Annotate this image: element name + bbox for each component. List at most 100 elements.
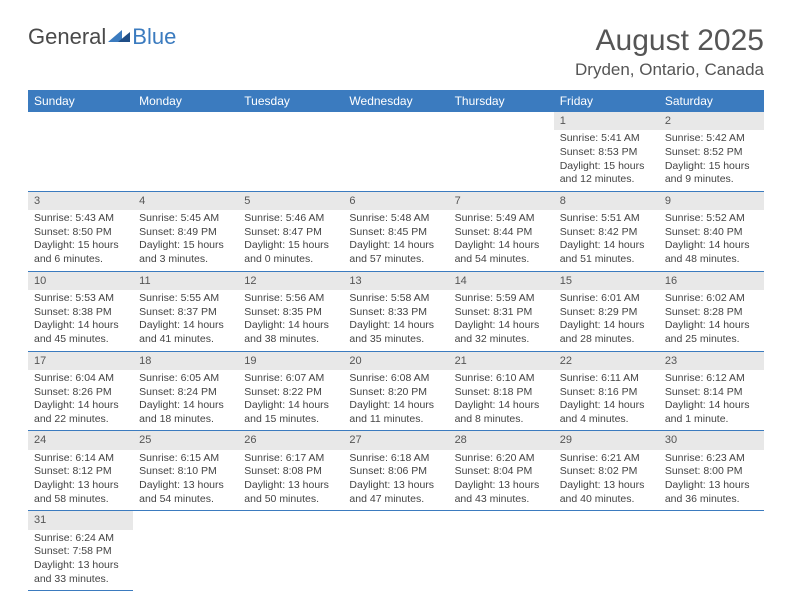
daylight-text: Daylight: 14 hours and 4 minutes. — [560, 399, 653, 426]
day-number: 19 — [238, 352, 343, 370]
sunset-text: Sunset: 8:12 PM — [34, 465, 127, 479]
day-body: Sunrise: 6:11 AMSunset: 8:16 PMDaylight:… — [554, 370, 659, 431]
sunrise-text: Sunrise: 6:20 AM — [455, 452, 548, 466]
sunset-text: Sunset: 8:33 PM — [349, 306, 442, 320]
sunset-text: Sunset: 7:58 PM — [34, 545, 127, 559]
header: General Blue August 2025 Dryden, Ontario… — [28, 24, 764, 80]
sunset-text: Sunset: 8:38 PM — [34, 306, 127, 320]
day-number: 1 — [554, 112, 659, 130]
day-body: Sunrise: 6:15 AMSunset: 8:10 PMDaylight:… — [133, 450, 238, 511]
calendar-cell: 28Sunrise: 6:20 AMSunset: 8:04 PMDayligh… — [449, 431, 554, 511]
daylight-text: Daylight: 14 hours and 25 minutes. — [665, 319, 758, 346]
calendar-cell: 3Sunrise: 5:43 AMSunset: 8:50 PMDaylight… — [28, 191, 133, 271]
calendar-cell: 30Sunrise: 6:23 AMSunset: 8:00 PMDayligh… — [659, 431, 764, 511]
sunrise-text: Sunrise: 6:15 AM — [139, 452, 232, 466]
daylight-text: Daylight: 13 hours and 40 minutes. — [560, 479, 653, 506]
sunrise-text: Sunrise: 6:12 AM — [665, 372, 758, 386]
calendar-cell: 2Sunrise: 5:42 AMSunset: 8:52 PMDaylight… — [659, 112, 764, 191]
sunset-text: Sunset: 8:53 PM — [560, 146, 653, 160]
day-body: Sunrise: 6:24 AMSunset: 7:58 PMDaylight:… — [28, 530, 133, 591]
sunset-text: Sunset: 8:18 PM — [455, 386, 548, 400]
day-body: Sunrise: 6:14 AMSunset: 8:12 PMDaylight:… — [28, 450, 133, 511]
sunrise-text: Sunrise: 5:53 AM — [34, 292, 127, 306]
day-number: 3 — [28, 192, 133, 210]
weekday-header: Saturday — [659, 90, 764, 112]
calendar-cell: 8Sunrise: 5:51 AMSunset: 8:42 PMDaylight… — [554, 191, 659, 271]
calendar-cell — [28, 112, 133, 191]
sunset-text: Sunset: 8:45 PM — [349, 226, 442, 240]
sunrise-text: Sunrise: 5:59 AM — [455, 292, 548, 306]
sunset-text: Sunset: 8:35 PM — [244, 306, 337, 320]
daylight-text: Daylight: 14 hours and 15 minutes. — [244, 399, 337, 426]
sunrise-text: Sunrise: 6:02 AM — [665, 292, 758, 306]
calendar-cell: 7Sunrise: 5:49 AMSunset: 8:44 PMDaylight… — [449, 191, 554, 271]
calendar-cell: 20Sunrise: 6:08 AMSunset: 8:20 PMDayligh… — [343, 351, 448, 431]
day-body: Sunrise: 6:07 AMSunset: 8:22 PMDaylight:… — [238, 370, 343, 431]
day-body: Sunrise: 5:51 AMSunset: 8:42 PMDaylight:… — [554, 210, 659, 271]
weekday-header: Monday — [133, 90, 238, 112]
calendar-cell: 14Sunrise: 5:59 AMSunset: 8:31 PMDayligh… — [449, 271, 554, 351]
sunrise-text: Sunrise: 5:48 AM — [349, 212, 442, 226]
calendar-row: 17Sunrise: 6:04 AMSunset: 8:26 PMDayligh… — [28, 351, 764, 431]
daylight-text: Daylight: 14 hours and 11 minutes. — [349, 399, 442, 426]
day-body: Sunrise: 6:08 AMSunset: 8:20 PMDaylight:… — [343, 370, 448, 431]
calendar-row: 10Sunrise: 5:53 AMSunset: 8:38 PMDayligh… — [28, 271, 764, 351]
calendar-cell: 25Sunrise: 6:15 AMSunset: 8:10 PMDayligh… — [133, 431, 238, 511]
day-number: 2 — [659, 112, 764, 130]
day-body: Sunrise: 5:43 AMSunset: 8:50 PMDaylight:… — [28, 210, 133, 271]
day-number: 14 — [449, 272, 554, 290]
day-number: 9 — [659, 192, 764, 210]
day-number: 24 — [28, 431, 133, 449]
sunrise-text: Sunrise: 5:46 AM — [244, 212, 337, 226]
calendar-cell: 16Sunrise: 6:02 AMSunset: 8:28 PMDayligh… — [659, 271, 764, 351]
sunrise-text: Sunrise: 5:49 AM — [455, 212, 548, 226]
weekday-header: Friday — [554, 90, 659, 112]
daylight-text: Daylight: 14 hours and 48 minutes. — [665, 239, 758, 266]
day-number: 13 — [343, 272, 448, 290]
weekday-header: Sunday — [28, 90, 133, 112]
location: Dryden, Ontario, Canada — [575, 60, 764, 80]
day-number: 27 — [343, 431, 448, 449]
sunset-text: Sunset: 8:37 PM — [139, 306, 232, 320]
sunrise-text: Sunrise: 5:42 AM — [665, 132, 758, 146]
sunset-text: Sunset: 8:49 PM — [139, 226, 232, 240]
daylight-text: Daylight: 14 hours and 32 minutes. — [455, 319, 548, 346]
day-body: Sunrise: 6:21 AMSunset: 8:02 PMDaylight:… — [554, 450, 659, 511]
sunrise-text: Sunrise: 5:45 AM — [139, 212, 232, 226]
sunrise-text: Sunrise: 5:55 AM — [139, 292, 232, 306]
sunset-text: Sunset: 8:29 PM — [560, 306, 653, 320]
sunset-text: Sunset: 8:44 PM — [455, 226, 548, 240]
daylight-text: Daylight: 15 hours and 3 minutes. — [139, 239, 232, 266]
sunset-text: Sunset: 8:28 PM — [665, 306, 758, 320]
daylight-text: Daylight: 13 hours and 33 minutes. — [34, 559, 127, 586]
sunset-text: Sunset: 8:50 PM — [34, 226, 127, 240]
calendar-cell — [554, 511, 659, 591]
calendar-cell: 9Sunrise: 5:52 AMSunset: 8:40 PMDaylight… — [659, 191, 764, 271]
day-number: 17 — [28, 352, 133, 370]
daylight-text: Daylight: 14 hours and 1 minute. — [665, 399, 758, 426]
calendar-cell — [343, 511, 448, 591]
sunrise-text: Sunrise: 5:51 AM — [560, 212, 653, 226]
sunrise-text: Sunrise: 5:41 AM — [560, 132, 653, 146]
daylight-text: Daylight: 14 hours and 35 minutes. — [349, 319, 442, 346]
day-number: 7 — [449, 192, 554, 210]
calendar-row: 3Sunrise: 5:43 AMSunset: 8:50 PMDaylight… — [28, 191, 764, 271]
sunrise-text: Sunrise: 6:01 AM — [560, 292, 653, 306]
day-body: Sunrise: 6:01 AMSunset: 8:29 PMDaylight:… — [554, 290, 659, 351]
day-body: Sunrise: 5:41 AMSunset: 8:53 PMDaylight:… — [554, 130, 659, 191]
sunset-text: Sunset: 8:02 PM — [560, 465, 653, 479]
day-body: Sunrise: 6:05 AMSunset: 8:24 PMDaylight:… — [133, 370, 238, 431]
logo: General Blue — [28, 24, 176, 50]
calendar-table: SundayMondayTuesdayWednesdayThursdayFrid… — [28, 90, 764, 591]
daylight-text: Daylight: 14 hours and 28 minutes. — [560, 319, 653, 346]
sunrise-text: Sunrise: 5:56 AM — [244, 292, 337, 306]
sunrise-text: Sunrise: 6:08 AM — [349, 372, 442, 386]
sunrise-text: Sunrise: 6:07 AM — [244, 372, 337, 386]
sunset-text: Sunset: 8:06 PM — [349, 465, 442, 479]
daylight-text: Daylight: 14 hours and 57 minutes. — [349, 239, 442, 266]
day-number: 6 — [343, 192, 448, 210]
calendar-cell — [133, 112, 238, 191]
calendar-cell: 5Sunrise: 5:46 AMSunset: 8:47 PMDaylight… — [238, 191, 343, 271]
calendar-cell — [343, 112, 448, 191]
calendar-cell: 29Sunrise: 6:21 AMSunset: 8:02 PMDayligh… — [554, 431, 659, 511]
